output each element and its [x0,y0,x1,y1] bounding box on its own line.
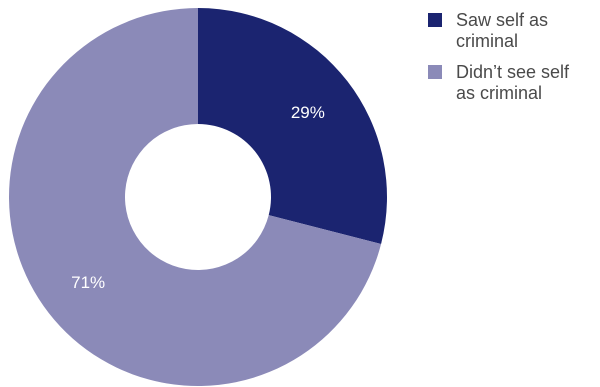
legend-swatch-saw-self [428,13,442,27]
donut-slice-0 [198,8,388,245]
legend-swatch-didnt-see-self [428,65,442,79]
donut-slice-label-1: 71% [71,273,105,292]
legend-label-saw-self-line2: criminal [456,31,519,51]
donut-slice-label-0: 29% [291,103,325,122]
legend-item-didnt-see-self: Didn’t see self as criminal [426,62,598,104]
legend-label-didnt-see-self-line2: as criminal [456,83,543,103]
donut-chart-plot: 29% 71% [9,7,388,387]
chart-legend: Saw self as criminal Didn’t see self as … [426,10,598,114]
legend-item-saw-self: Saw self as criminal [426,10,598,52]
legend-label-saw-self-line1: Saw self as [456,10,549,30]
legend-label-didnt-see-self-line1: Didn’t see self [456,62,570,82]
donut-slice-1 [9,7,382,387]
